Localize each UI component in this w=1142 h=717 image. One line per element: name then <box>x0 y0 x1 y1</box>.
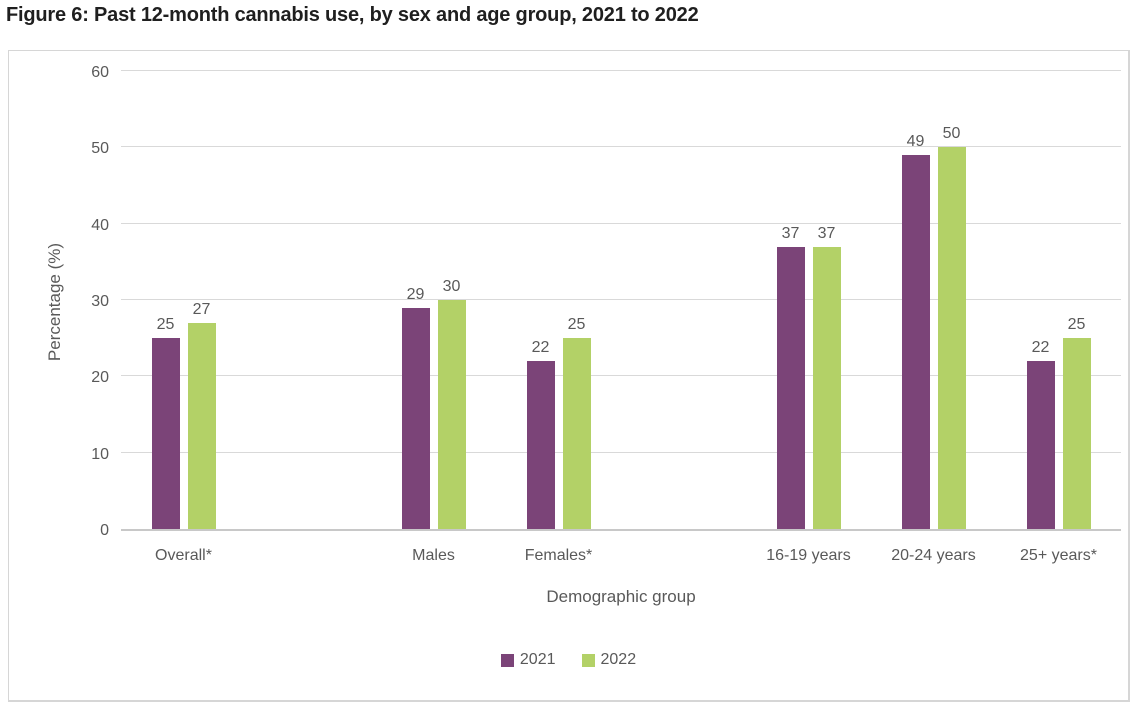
bar-group: 37 37 <box>746 73 871 529</box>
bar-2021: 25 <box>151 317 180 529</box>
bar-2022: 30 <box>437 279 466 529</box>
bar-2021: 29 <box>401 286 430 529</box>
bar-value-label: 22 <box>1031 339 1050 357</box>
bar-group: 25 27 <box>121 73 246 529</box>
bar-value-label: 25 <box>156 316 175 334</box>
bar-value-label: 22 <box>531 339 550 357</box>
x-category-empty <box>246 547 371 565</box>
x-category-label: Males <box>412 547 455 564</box>
bar-group: 49 50 <box>871 73 996 529</box>
bar-value-label: 50 <box>942 125 961 143</box>
empty-slot <box>621 73 746 529</box>
x-category-label: 16-19 years <box>766 547 851 564</box>
y-tick-label: 60 <box>91 64 109 81</box>
empty-slot <box>246 73 371 529</box>
bar-value-label: 37 <box>781 224 800 242</box>
gridline <box>121 222 1121 224</box>
x-category-empty <box>621 547 746 565</box>
legend-swatch-icon <box>581 653 595 667</box>
bar-2022: 37 <box>812 225 841 529</box>
y-tick-label: 50 <box>91 140 109 158</box>
gridline <box>121 146 1121 148</box>
bar-2021: 37 <box>776 225 805 529</box>
bar-value-label: 25 <box>1067 316 1086 334</box>
bar-2021: 49 <box>901 133 930 529</box>
bar-value-label: 29 <box>406 285 425 303</box>
gridline <box>121 451 1121 453</box>
bar-group: 22 25 <box>996 73 1121 529</box>
y-tick-label: 10 <box>91 445 109 463</box>
legend-label: 2021 <box>519 651 556 668</box>
x-axis-title: Demographic group <box>546 587 696 606</box>
y-tick-label: 20 <box>91 369 109 387</box>
legend-swatch-icon <box>500 653 514 667</box>
x-category-label: 25+ years* <box>1020 547 1097 564</box>
y-tick-label: 30 <box>91 293 109 310</box>
bar-value-label: 30 <box>442 278 461 295</box>
gridline <box>121 375 1121 377</box>
legend-item-2022: 2022 <box>581 651 637 668</box>
bar-value-label: 27 <box>192 300 211 318</box>
bar-group: 29 30 <box>371 73 496 529</box>
x-category-label: Females* <box>524 547 593 564</box>
bar-value-label: 49 <box>906 132 925 150</box>
x-category-label: 20-24 years <box>891 547 976 564</box>
legend-label: 2022 <box>600 651 637 668</box>
legend-item-2021: 2021 <box>500 651 556 668</box>
bar-2022: 25 <box>562 317 591 529</box>
bar-2022: 25 <box>1062 317 1091 529</box>
gridline <box>121 299 1121 300</box>
figure-title: Figure 6: Past 12-month cannabis use, by… <box>6 4 699 26</box>
bar-value-label: 37 <box>817 224 836 242</box>
x-axis-category-labels: Overall* Males Females* 16-19 years 20-24 ye… <box>121 547 1121 565</box>
y-tick-label: 0 <box>100 522 109 539</box>
gridline <box>121 70 1121 71</box>
bar-2022: 50 <box>937 126 966 529</box>
bar-2021: 22 <box>526 340 555 529</box>
bar-2022: 27 <box>187 301 216 529</box>
bar-value-label: 25 <box>567 316 586 334</box>
plot-area: 25 27 29 30 22 25 37 37 49 50 22 25 <box>121 70 1121 531</box>
y-tick-label: 40 <box>91 216 109 234</box>
x-category-label: Overall* <box>155 547 212 564</box>
bars-layer: 25 27 29 30 22 25 37 37 49 50 22 25 <box>121 73 1121 529</box>
bar-2021: 22 <box>1026 340 1055 529</box>
chart-container: Percentage (%) 0 10 20 30 40 50 60 25 27 29 30 22 2… <box>8 50 1130 702</box>
legend: 2021 2022 <box>9 652 1128 668</box>
bar-group: 22 25 <box>496 73 621 529</box>
y-axis-ticks: 0 10 20 30 40 50 60 <box>9 65 109 539</box>
